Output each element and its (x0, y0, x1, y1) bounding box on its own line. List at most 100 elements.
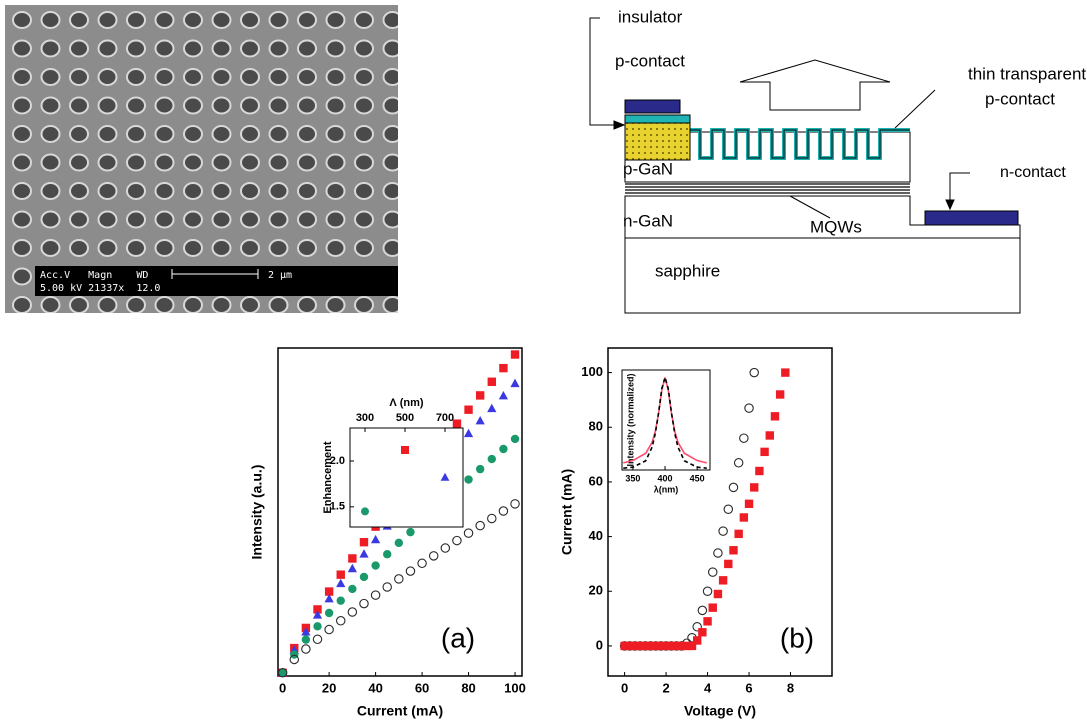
point (682, 641, 692, 651)
label: p-contact (985, 89, 1055, 108)
point (301, 635, 311, 644)
label: p-GaN (623, 159, 673, 178)
contact-pointer (894, 89, 936, 129)
point (672, 641, 681, 651)
point (702, 586, 713, 597)
point (301, 644, 311, 654)
point (428, 551, 439, 561)
point (313, 605, 322, 614)
point (383, 550, 392, 559)
point (750, 483, 759, 492)
point (277, 668, 288, 678)
panel-label: (a) (441, 622, 475, 653)
point (630, 641, 640, 651)
point (770, 412, 780, 421)
point (394, 538, 404, 548)
point (336, 578, 346, 588)
y-axis-label: Intensity (normalized) (625, 373, 635, 466)
point (278, 668, 287, 677)
sem-image: Acc.V Magn WD 5.00 kV 21337x 12.0 2 µm (5, 5, 398, 313)
x-axis-label: λ(nm) (654, 484, 679, 494)
point (697, 605, 708, 616)
x-tick-label: 400 (658, 473, 673, 483)
label: MQWs (810, 217, 862, 236)
point (698, 628, 707, 637)
x-tick-label: 8 (787, 680, 794, 695)
point (452, 535, 462, 546)
x-tick-label: 300 (356, 412, 374, 424)
line (623, 374, 707, 469)
point (724, 559, 733, 569)
x-tick-label: 350 (625, 473, 640, 483)
y-tick-label: 20 (589, 583, 603, 598)
point (755, 466, 764, 476)
x-tick-label: 80 (461, 680, 475, 695)
point (312, 634, 323, 645)
scale-label: 2 µm (268, 270, 292, 281)
y-tick-label: 100 (581, 364, 603, 379)
point (656, 641, 666, 651)
point (440, 472, 450, 481)
point (406, 527, 415, 537)
point (348, 554, 357, 563)
point (739, 433, 749, 443)
point (739, 513, 749, 522)
point (475, 416, 485, 425)
point (452, 419, 462, 428)
plot-frame (621, 369, 711, 471)
point (775, 390, 785, 399)
point (324, 593, 334, 603)
point (661, 641, 671, 651)
x-tick-label: 60 (415, 680, 429, 695)
y-tick-label: 60 (589, 473, 603, 488)
point (707, 567, 718, 577)
point (498, 391, 509, 400)
point (677, 641, 686, 651)
point (361, 507, 369, 516)
y-tick-label: 2.0 (330, 455, 345, 467)
point (336, 596, 345, 605)
point (744, 499, 754, 508)
y-tick-label: 40 (589, 528, 603, 543)
point (498, 506, 509, 516)
point (749, 367, 759, 378)
point (370, 534, 381, 544)
x-tick-label: 4 (704, 680, 712, 695)
point (651, 641, 660, 651)
point (499, 444, 508, 454)
arrowhead (613, 120, 626, 130)
point (510, 499, 520, 509)
transparent-contact-outline (690, 129, 910, 159)
point (641, 641, 650, 651)
x-axis-label: Voltage (V) (684, 703, 756, 719)
point (635, 641, 645, 651)
sem-label: 5.00 kV 21337x 12.0 (40, 283, 160, 294)
label: n-GaN (623, 211, 673, 230)
n-contact (924, 210, 1019, 226)
point (692, 622, 702, 632)
point (475, 464, 485, 474)
point (359, 549, 369, 558)
point (744, 403, 754, 413)
point (463, 428, 474, 438)
x-axis-label: Current (mA) (357, 703, 443, 719)
x-tick-label: 0 (621, 680, 628, 695)
label: insulator (618, 7, 683, 26)
point (463, 528, 474, 538)
point (347, 607, 358, 617)
x-tick-label: 2 (662, 680, 669, 695)
point (359, 572, 369, 582)
point (475, 391, 485, 400)
point (703, 617, 712, 626)
p-contact (624, 99, 681, 114)
point (625, 641, 634, 651)
point (667, 641, 676, 651)
label: n-contact (1000, 164, 1066, 181)
point (312, 610, 323, 619)
y-axis-label: Intensity (a.u.) (249, 465, 265, 560)
line (623, 377, 707, 464)
point (401, 446, 409, 454)
x-tick-label: 500 (396, 412, 414, 424)
point (335, 616, 346, 626)
x-tick-label: 20 (322, 680, 336, 695)
